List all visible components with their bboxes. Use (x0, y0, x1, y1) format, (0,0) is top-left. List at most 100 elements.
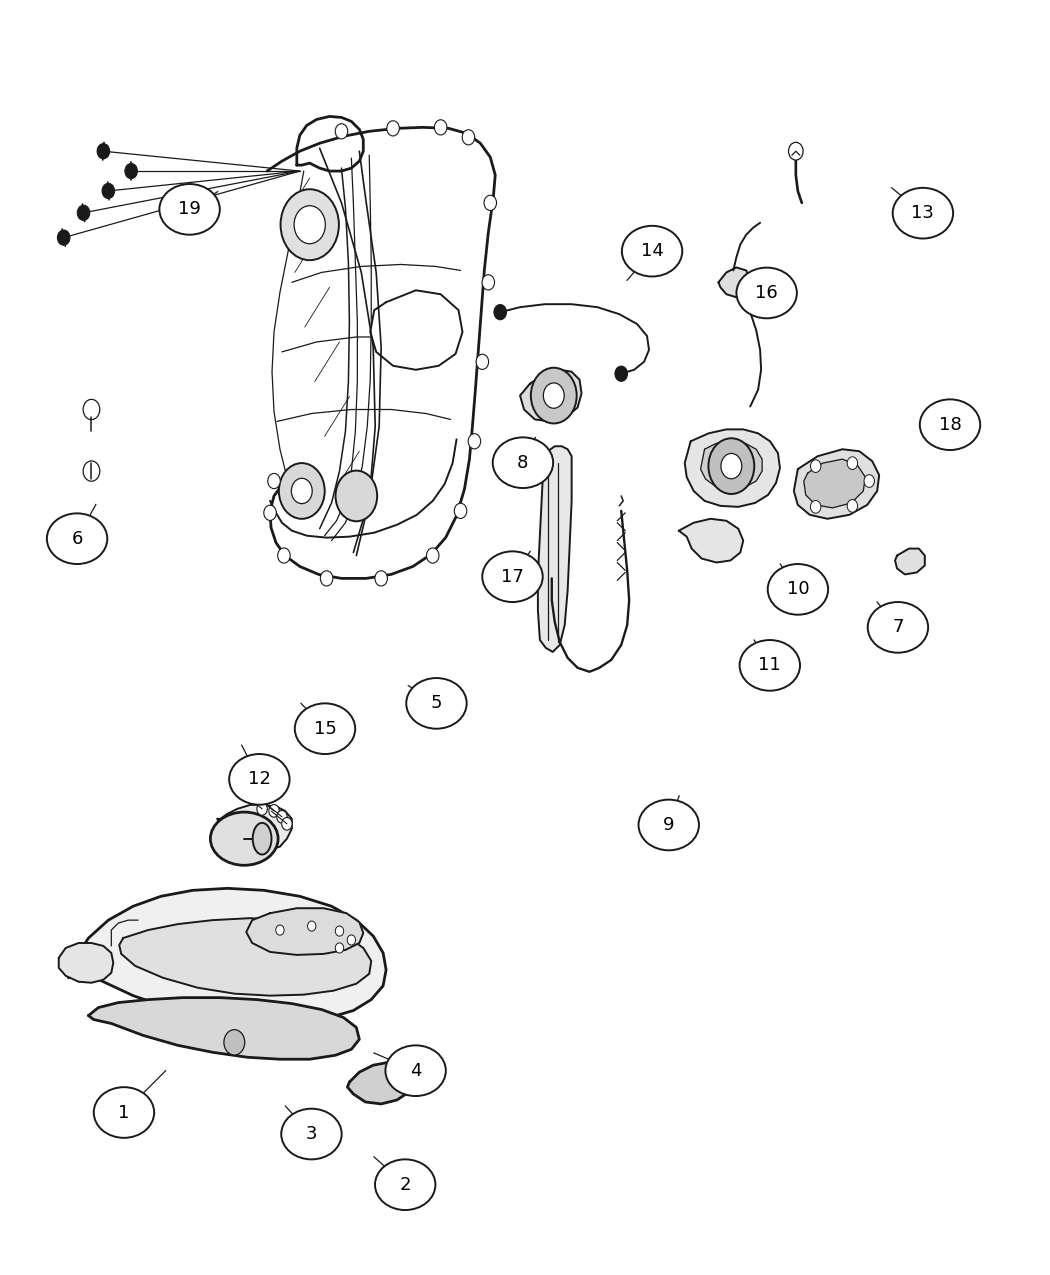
Polygon shape (68, 889, 386, 1023)
Text: 4: 4 (410, 1062, 421, 1080)
Circle shape (435, 120, 447, 135)
Text: 16: 16 (755, 284, 778, 302)
Polygon shape (895, 548, 925, 575)
Ellipse shape (768, 564, 828, 615)
Circle shape (386, 121, 399, 136)
Ellipse shape (375, 1159, 436, 1210)
Ellipse shape (739, 640, 800, 691)
Circle shape (531, 367, 576, 423)
Polygon shape (520, 370, 582, 422)
Circle shape (279, 463, 324, 519)
Circle shape (484, 195, 497, 210)
Circle shape (462, 130, 475, 145)
Ellipse shape (210, 812, 278, 866)
Ellipse shape (736, 268, 797, 319)
Circle shape (97, 144, 109, 159)
Polygon shape (371, 291, 462, 370)
Polygon shape (217, 805, 292, 850)
Circle shape (78, 205, 90, 221)
Circle shape (864, 474, 875, 487)
Circle shape (277, 811, 287, 824)
Text: 19: 19 (178, 200, 201, 218)
Circle shape (335, 124, 348, 139)
Ellipse shape (892, 187, 953, 238)
Ellipse shape (492, 437, 553, 488)
Circle shape (811, 501, 821, 514)
Polygon shape (538, 446, 571, 652)
Polygon shape (247, 908, 363, 955)
Polygon shape (803, 459, 865, 507)
Circle shape (721, 454, 741, 479)
Polygon shape (700, 441, 762, 490)
Circle shape (543, 382, 564, 408)
Circle shape (83, 399, 100, 419)
Polygon shape (120, 918, 372, 996)
Text: 18: 18 (939, 416, 962, 434)
Circle shape (320, 571, 333, 587)
Ellipse shape (867, 602, 928, 653)
Ellipse shape (93, 1088, 154, 1137)
Text: 3: 3 (306, 1125, 317, 1142)
Ellipse shape (638, 799, 699, 850)
Circle shape (482, 274, 495, 289)
Circle shape (847, 500, 858, 513)
Ellipse shape (385, 1046, 446, 1096)
Ellipse shape (47, 514, 107, 564)
Ellipse shape (920, 399, 981, 450)
Circle shape (291, 478, 312, 504)
Text: 15: 15 (314, 719, 336, 738)
Circle shape (257, 802, 268, 815)
Text: 10: 10 (786, 580, 810, 598)
Circle shape (294, 205, 325, 244)
Circle shape (615, 366, 628, 381)
Polygon shape (685, 430, 780, 507)
Polygon shape (678, 519, 743, 562)
Ellipse shape (406, 678, 466, 729)
Text: 5: 5 (430, 695, 442, 713)
Text: 14: 14 (640, 242, 664, 260)
Circle shape (269, 805, 279, 817)
Text: 17: 17 (501, 567, 524, 585)
Circle shape (335, 926, 343, 936)
Text: 12: 12 (248, 770, 271, 788)
Circle shape (494, 305, 506, 320)
Polygon shape (59, 944, 113, 983)
Circle shape (268, 473, 280, 488)
Text: 1: 1 (119, 1103, 129, 1122)
Polygon shape (348, 1062, 413, 1104)
Circle shape (264, 505, 276, 520)
Circle shape (375, 571, 387, 587)
Circle shape (811, 460, 821, 473)
Circle shape (58, 230, 70, 245)
Ellipse shape (253, 822, 272, 854)
Text: 11: 11 (758, 657, 781, 674)
Polygon shape (88, 997, 359, 1060)
Text: 6: 6 (71, 529, 83, 548)
Circle shape (455, 504, 467, 519)
Circle shape (476, 354, 488, 370)
Circle shape (280, 189, 339, 260)
Ellipse shape (482, 551, 543, 602)
Circle shape (336, 470, 377, 521)
Text: 7: 7 (892, 618, 904, 636)
Circle shape (468, 434, 481, 449)
Circle shape (125, 163, 138, 179)
Ellipse shape (160, 184, 219, 235)
Text: 8: 8 (518, 454, 528, 472)
Circle shape (102, 184, 114, 199)
Ellipse shape (281, 1109, 341, 1159)
Circle shape (83, 462, 100, 481)
Circle shape (709, 439, 754, 493)
Circle shape (281, 817, 292, 830)
Circle shape (308, 921, 316, 931)
Text: 9: 9 (663, 816, 674, 834)
Polygon shape (718, 268, 750, 297)
Circle shape (426, 548, 439, 564)
Ellipse shape (622, 226, 683, 277)
Text: 13: 13 (911, 204, 934, 222)
Polygon shape (794, 449, 879, 519)
Circle shape (789, 143, 803, 161)
Circle shape (224, 1030, 245, 1054)
Circle shape (348, 935, 356, 945)
Text: 2: 2 (399, 1176, 411, 1193)
